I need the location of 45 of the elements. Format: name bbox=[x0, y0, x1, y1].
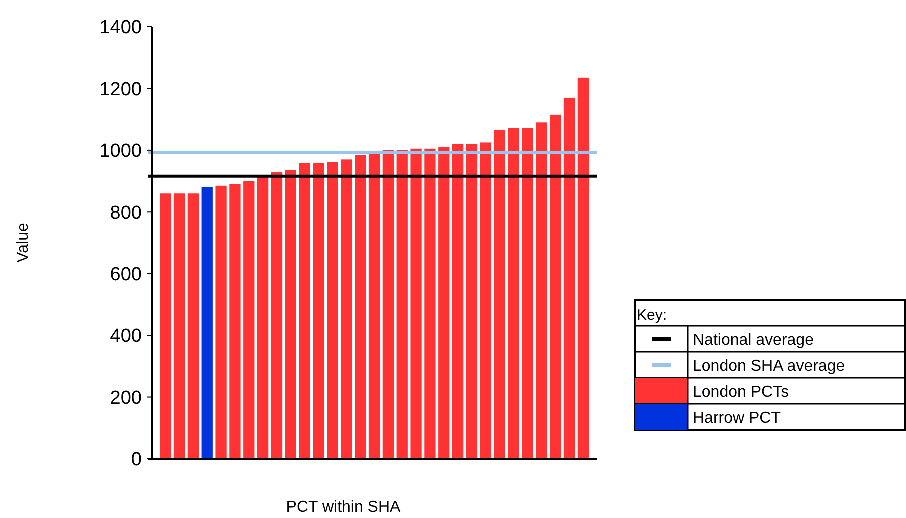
bar bbox=[522, 128, 534, 459]
legend-title: Key: bbox=[637, 307, 668, 324]
legend-label: National average bbox=[693, 332, 814, 349]
bar bbox=[466, 144, 478, 459]
bar bbox=[564, 98, 576, 459]
bar bbox=[202, 187, 213, 459]
bar bbox=[313, 163, 324, 459]
bar bbox=[410, 148, 422, 459]
y-tick-label: 1000 bbox=[100, 141, 142, 162]
y-tick-label: 0 bbox=[131, 450, 142, 471]
bar bbox=[285, 170, 296, 459]
bar bbox=[452, 144, 464, 459]
y-tick-label: 200 bbox=[110, 388, 142, 409]
x-axis-title: PCT within SHA bbox=[286, 499, 402, 516]
bar bbox=[188, 194, 199, 459]
bar bbox=[299, 163, 310, 459]
bar bbox=[341, 160, 352, 459]
y-axis-title: Value bbox=[15, 223, 32, 263]
bar bbox=[494, 130, 506, 459]
y-tick-label: 1400 bbox=[100, 18, 142, 39]
bar bbox=[216, 186, 227, 459]
legend-label: Harrow PCT bbox=[693, 410, 782, 427]
bar bbox=[174, 194, 186, 459]
bar bbox=[327, 162, 338, 459]
bar bbox=[230, 184, 241, 459]
y-tick-label: 400 bbox=[110, 326, 142, 348]
bar bbox=[536, 122, 548, 459]
bar bbox=[244, 181, 255, 459]
legend-label: London PCTs bbox=[693, 384, 790, 401]
bar bbox=[508, 128, 520, 459]
bar bbox=[355, 155, 366, 459]
bar bbox=[480, 142, 492, 459]
legend-label: London SHA average bbox=[693, 358, 846, 375]
bar bbox=[424, 148, 436, 459]
y-tick-label: 600 bbox=[110, 264, 142, 286]
y-tick-label: 800 bbox=[110, 202, 142, 224]
bar bbox=[160, 194, 172, 459]
bar bbox=[396, 150, 408, 459]
bar bbox=[368, 154, 380, 459]
bar bbox=[382, 150, 394, 459]
bar bbox=[271, 172, 283, 459]
bar bbox=[438, 147, 450, 459]
y-tick-label: 1200 bbox=[100, 79, 142, 100]
bar bbox=[578, 78, 589, 459]
bar bbox=[550, 114, 562, 459]
